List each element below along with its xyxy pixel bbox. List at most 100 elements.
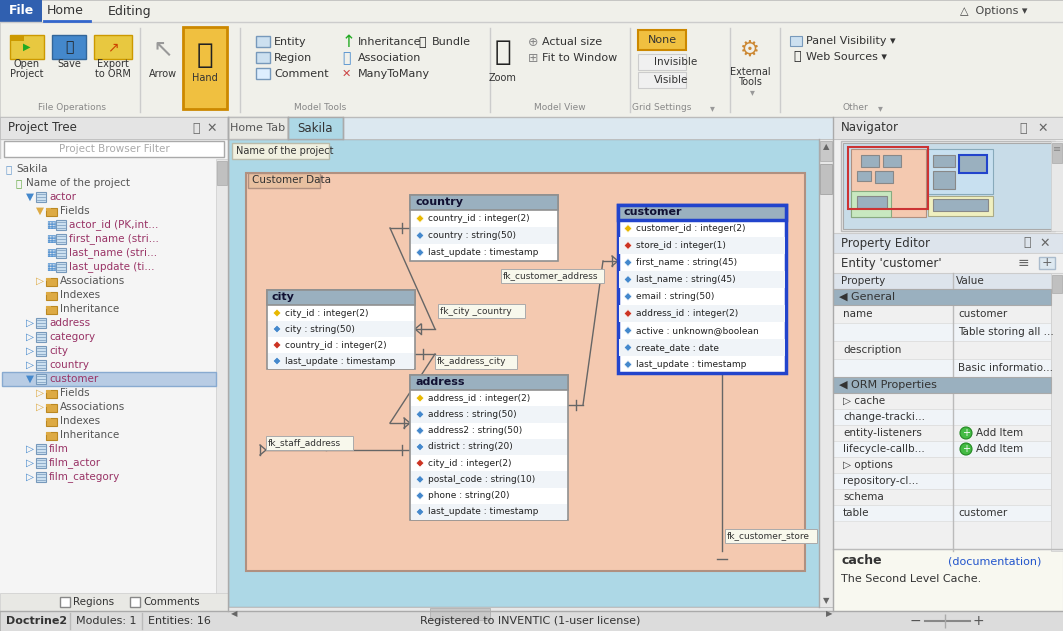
Text: Web Sources ▾: Web Sources ▾	[806, 52, 887, 62]
Text: Add Item: Add Item	[976, 428, 1023, 438]
Text: ◀ General: ◀ General	[839, 292, 895, 302]
Text: Customer Data: Customer Data	[252, 175, 331, 185]
Text: Project Browser Filter: Project Browser Filter	[58, 144, 169, 154]
Text: Name of the project: Name of the project	[26, 178, 130, 188]
Text: change-tracki...: change-tracki...	[843, 412, 925, 422]
Text: 🌐: 🌐	[793, 50, 800, 64]
Text: +: +	[962, 428, 971, 438]
Bar	[1052, 275, 1062, 293]
Bar	[851, 191, 891, 217]
Bar	[843, 143, 1053, 229]
Text: city_id : integer(2): city_id : integer(2)	[285, 309, 369, 317]
Text: actor_id (PK,int...: actor_id (PK,int...	[69, 220, 158, 230]
Text: address_id : integer(2): address_id : integer(2)	[636, 309, 738, 318]
Bar	[46, 404, 51, 407]
Text: External: External	[729, 67, 771, 77]
Text: last_name : string(45): last_name : string(45)	[636, 275, 736, 284]
Text: ▷: ▷	[26, 472, 34, 482]
Bar	[933, 155, 955, 167]
Text: ▷: ▷	[36, 402, 44, 412]
Bar	[36, 346, 46, 356]
Text: last_name (stri...: last_name (stri...	[69, 247, 157, 259]
Bar	[619, 339, 784, 356]
Text: Value: Value	[956, 276, 984, 286]
Text: 🔍: 🔍	[494, 38, 511, 66]
Bar	[410, 195, 558, 261]
Bar	[217, 161, 227, 185]
Bar	[46, 278, 57, 286]
Text: Association: Association	[358, 53, 421, 63]
Bar	[833, 233, 1063, 253]
Bar	[36, 360, 46, 370]
Text: Bundle: Bundle	[432, 37, 471, 47]
Text: ▷: ▷	[36, 276, 44, 286]
Text: ⊞: ⊞	[528, 52, 539, 64]
Text: Inheritance: Inheritance	[358, 37, 422, 47]
Bar	[183, 27, 227, 109]
Text: address : string(50): address : string(50)	[428, 410, 517, 419]
Bar	[0, 0, 43, 22]
Bar	[1039, 257, 1054, 269]
Bar	[36, 458, 46, 468]
Text: Home Tab: Home Tab	[231, 123, 286, 133]
Bar	[46, 418, 57, 426]
Bar	[848, 147, 928, 209]
Text: ManyToMany: ManyToMany	[358, 69, 431, 79]
Bar	[933, 199, 988, 211]
Bar	[56, 248, 66, 258]
Text: 〜: 〜	[342, 51, 351, 65]
Circle shape	[960, 443, 972, 455]
Text: customer: customer	[623, 207, 681, 217]
Text: Model Tools: Model Tools	[293, 103, 347, 112]
Text: 🗂: 🗂	[6, 164, 13, 174]
Text: Associations: Associations	[60, 402, 125, 412]
Text: table: table	[843, 508, 870, 518]
Text: Open: Open	[14, 59, 40, 69]
Bar	[833, 409, 1051, 425]
Text: Fields: Fields	[60, 388, 89, 398]
Bar	[820, 141, 832, 161]
Bar	[833, 473, 1051, 489]
Text: Doctrine2: Doctrine2	[6, 616, 67, 626]
Bar	[256, 36, 270, 47]
Text: 💾: 💾	[65, 40, 73, 54]
Text: The Second Level Cache.: The Second Level Cache.	[841, 574, 981, 584]
Bar	[268, 353, 414, 369]
Polygon shape	[624, 225, 632, 232]
Polygon shape	[416, 232, 424, 240]
Polygon shape	[624, 293, 632, 300]
Bar	[50, 30, 88, 82]
Bar	[857, 196, 887, 208]
Text: entity-listeners: entity-listeners	[843, 428, 922, 438]
Bar	[1051, 273, 1063, 551]
Text: Property Editor: Property Editor	[841, 237, 930, 249]
Polygon shape	[416, 508, 424, 516]
Text: ▷: ▷	[26, 332, 34, 342]
Bar	[94, 35, 132, 59]
Bar	[833, 377, 1051, 393]
Text: Panel Visibility ▾: Panel Visibility ▾	[806, 36, 896, 46]
Text: ▷: ▷	[26, 346, 34, 356]
Bar	[0, 22, 1063, 117]
Bar	[56, 262, 66, 272]
Text: country_id : integer(2): country_id : integer(2)	[285, 341, 387, 350]
Text: country : string(50): country : string(50)	[428, 231, 516, 240]
Text: Modules: 1: Modules: 1	[75, 616, 136, 626]
Bar	[227, 139, 836, 607]
Bar	[0, 117, 1063, 139]
Bar	[619, 305, 784, 322]
Text: customer: customer	[958, 508, 1008, 518]
Text: ✕: ✕	[342, 69, 352, 79]
Text: city_id : integer(2): city_id : integer(2)	[428, 459, 511, 468]
Bar	[638, 72, 686, 88]
Text: Property: Property	[841, 276, 885, 286]
Text: ⧉: ⧉	[1024, 237, 1031, 249]
Bar	[268, 321, 414, 337]
Text: Export: Export	[97, 59, 129, 69]
Bar	[36, 318, 46, 328]
Text: fk_city _country: fk_city _country	[440, 307, 511, 316]
Bar	[227, 607, 836, 621]
Text: +: +	[1042, 256, 1052, 269]
Bar	[833, 253, 1063, 273]
Bar	[411, 504, 567, 520]
